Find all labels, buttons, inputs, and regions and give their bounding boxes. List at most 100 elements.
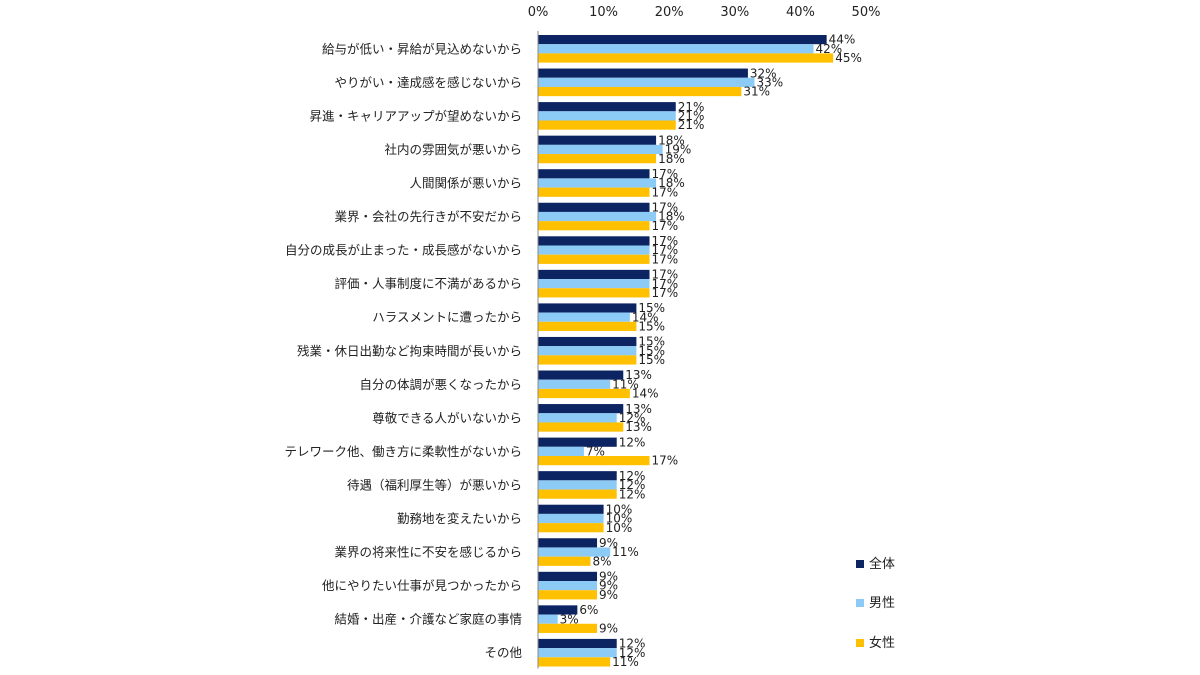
bar-女性: [538, 422, 624, 432]
data-label: 17%: [652, 167, 679, 181]
bar-男性: [538, 245, 650, 255]
data-label: 12%: [619, 646, 646, 660]
data-label: 9%: [599, 588, 618, 602]
bar-全体: [538, 638, 617, 649]
x-tick-label: 40%: [786, 5, 815, 20]
bar-男性: [538, 178, 657, 188]
data-label: 14%: [632, 387, 659, 401]
bar-女性: [538, 657, 611, 667]
category-label: 業界・会社の先行きが不安だから: [334, 209, 522, 224]
category-label: ハラスメントに遭ったから: [372, 310, 522, 325]
x-axis-ticks: 0% 10% 20% 30% 40% 50%: [528, 5, 881, 20]
data-label: 10%: [606, 521, 633, 535]
bar-女性: [538, 154, 657, 164]
bar-男性: [538, 446, 584, 456]
data-label: 8%: [592, 554, 611, 568]
bar-全体: [538, 538, 598, 548]
bar-女性: [538, 86, 742, 97]
bar-女性: [538, 456, 650, 466]
bar-女性: [538, 489, 617, 499]
category-label: 勤務地を変えたいから: [397, 511, 522, 526]
data-label: 17%: [652, 185, 679, 199]
data-label: 18%: [658, 152, 685, 166]
category-label: 結婚・出産・介護など家庭の事情: [334, 612, 522, 627]
data-label: 11%: [612, 545, 639, 559]
data-label: 17%: [652, 219, 679, 233]
x-tick-label: 0%: [528, 5, 549, 20]
legend-label: 女性: [869, 635, 895, 651]
category-label: 評価・人事制度に不満があるから: [334, 276, 522, 291]
chart-bars: [538, 35, 834, 667]
x-tick-label: 10%: [589, 5, 618, 20]
bar-女性: [538, 120, 676, 130]
bar-女性: [538, 288, 650, 298]
bar-男性: [538, 211, 657, 222]
bar-男性: [538, 480, 617, 490]
bar-男性: [538, 547, 611, 557]
data-label: 21%: [678, 118, 705, 132]
data-label: 17%: [652, 454, 679, 468]
data-label: 15%: [638, 353, 665, 367]
category-labels: 給与が低い・昇給が見込めないからやりがい・達成感を感じないから昇進・キャリアアッ…: [284, 41, 522, 660]
data-label: 15%: [638, 320, 665, 334]
data-label: 17%: [652, 252, 679, 266]
data-label: 33%: [756, 75, 783, 89]
data-label: 11%: [612, 377, 639, 391]
legend-label: 男性: [869, 596, 895, 611]
bar-女性: [538, 321, 637, 331]
legend-swatch: [856, 560, 864, 568]
bar-男性: [538, 648, 617, 658]
data-label: 17%: [652, 200, 679, 214]
data-label: 13%: [625, 402, 652, 416]
data-label: 6%: [579, 603, 598, 617]
bar-男性: [538, 77, 755, 87]
bar-全体: [538, 571, 598, 581]
data-label: 18%: [658, 133, 685, 147]
data-label: 10%: [606, 502, 633, 516]
data-label: 11%: [612, 655, 639, 669]
bar-全体: [538, 102, 676, 112]
data-label: 12%: [619, 637, 646, 651]
data-label: 12%: [619, 478, 646, 492]
x-tick-label: 20%: [655, 5, 684, 20]
bar-男性: [538, 513, 604, 524]
category-label: 昇進・キャリアアップが望めないから: [309, 108, 522, 123]
data-label: 10%: [606, 512, 633, 526]
bar-全体: [538, 336, 637, 347]
data-label: 12%: [619, 469, 646, 483]
category-label: 他にやりたい仕事が見つかったから: [322, 578, 522, 593]
bar-女性: [538, 355, 637, 365]
category-label: 残業・休日出勤など拘束時間が長いから: [297, 343, 522, 358]
data-label: 17%: [652, 277, 679, 291]
bar-全体: [538, 169, 650, 179]
bar-男性: [538, 111, 676, 121]
data-label: 17%: [652, 268, 679, 282]
bar-男性: [538, 413, 617, 423]
bar-全体: [538, 605, 578, 615]
bar-女性: [538, 523, 604, 533]
bar-女性: [538, 388, 630, 399]
bar-男性: [538, 346, 637, 356]
bar-全体: [538, 471, 617, 481]
data-label: 21%: [678, 109, 705, 123]
data-label: 18%: [658, 210, 685, 224]
data-label: 19%: [665, 143, 692, 157]
x-tick-label: 50%: [852, 5, 881, 20]
bar-全体: [538, 135, 657, 145]
bar-男性: [538, 144, 663, 155]
bar-男性: [538, 379, 611, 389]
bar-全体: [538, 437, 617, 447]
data-label: 32%: [750, 66, 777, 80]
data-label: 44%: [829, 33, 856, 47]
chart-value-labels: 44%42%45%32%33%31%21%21%21%18%19%18%17%1…: [560, 33, 862, 669]
data-label: 9%: [599, 536, 618, 550]
data-label: 13%: [625, 368, 652, 382]
category-label: 待遇（福利厚生等）が悪いから: [347, 477, 522, 492]
bar-全体: [538, 303, 637, 313]
bar-全体: [538, 35, 827, 45]
bar-男性: [538, 312, 630, 322]
bar-全体: [538, 68, 748, 78]
bar-女性: [538, 254, 650, 264]
category-label: 人間関係が悪いから: [409, 176, 522, 191]
